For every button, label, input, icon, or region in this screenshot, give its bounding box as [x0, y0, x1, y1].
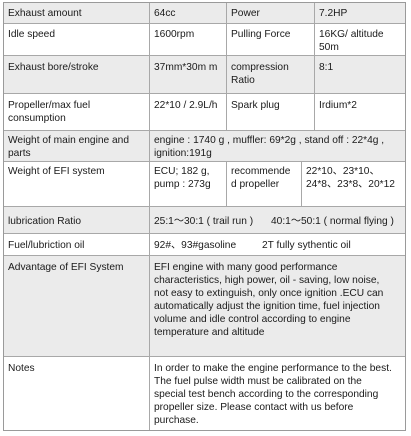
row-label-2: Pulling Force — [226, 24, 314, 55]
row-value: 37mm*30m m — [149, 56, 226, 93]
row-label: Exhaust amount — [8, 8, 82, 19]
table-row: Weight of EFI system ECU; 182 g, pump : … — [4, 162, 405, 207]
row-value: 64cc — [149, 3, 226, 23]
table-row: Weight of main engine and parts engine :… — [4, 131, 405, 162]
row-label: Fuel/lubriction oil — [8, 240, 85, 251]
row-value: ECU; 182 g, pump : 273g — [149, 162, 226, 206]
table-row: lubrication Ratio 25:1～30:1 ( trail run … — [4, 207, 405, 234]
row-value-2: 7.2HP — [314, 3, 405, 23]
row-label-2: Spark plug — [226, 94, 314, 130]
row-value-2: 2T fully sythentic oil — [262, 240, 351, 251]
row-label: Advantage of EFI System — [8, 262, 124, 273]
row-value: 25:1～30:1 ( trail run ) — [149, 207, 267, 233]
table-row: Propeller/max fuel consumption 22*10 / 2… — [4, 94, 405, 131]
row-value-2: 22*10、23*10、24*8、23*8、20*12 — [301, 162, 405, 206]
row-label: Weight of main engine and parts — [8, 135, 130, 159]
table-row: Advantage of EFI System EFI engine with … — [4, 256, 405, 357]
row-value: 22*10 / 2.9L/h — [149, 94, 226, 130]
table-row: Fuel/lubriction oil 92#、93#gasoline 2T f… — [4, 234, 405, 256]
row-value-2: 40:1～50:1 ( normal flying ) — [271, 216, 394, 227]
table-row: Notes In order to make the engine perfor… — [4, 357, 405, 430]
spec-table: Exhaust amount 64cc Power 7.2HP Idle spe… — [3, 2, 406, 431]
row-value: In order to make the engine performance … — [149, 357, 405, 430]
row-label: Weight of EFI system — [8, 166, 105, 177]
row-label: Idle speed — [8, 29, 56, 40]
row-label: lubrication Ratio — [8, 216, 82, 227]
row-label-2: Power — [226, 3, 314, 23]
row-label: Propeller/max fuel consumption — [8, 100, 91, 124]
row-value-2: 16KG/ altitude 50m — [314, 24, 405, 55]
table-row: Exhaust bore/stroke 37mm*30m m compressi… — [4, 56, 405, 94]
row-label: Notes — [8, 363, 35, 374]
row-value-2: Irdium*2 — [314, 94, 405, 130]
row-label-2: recommende d propeller — [226, 162, 301, 206]
table-row: Idle speed 1600rpm Pulling Force 16KG/ a… — [4, 24, 405, 56]
table-row: Exhaust amount 64cc Power 7.2HP — [4, 3, 405, 24]
row-value: 92#、93#gasoline — [149, 234, 267, 255]
row-value-2: 8:1 — [314, 56, 405, 93]
row-value: engine : 1740 g , muffler: 69*2g , stand… — [149, 131, 405, 161]
row-label: Exhaust bore/stroke — [8, 62, 99, 73]
row-value: 1600rpm — [149, 24, 226, 55]
row-value: EFI engine with many good performance ch… — [149, 256, 405, 356]
row-label-2: compression Ratio — [226, 56, 314, 93]
